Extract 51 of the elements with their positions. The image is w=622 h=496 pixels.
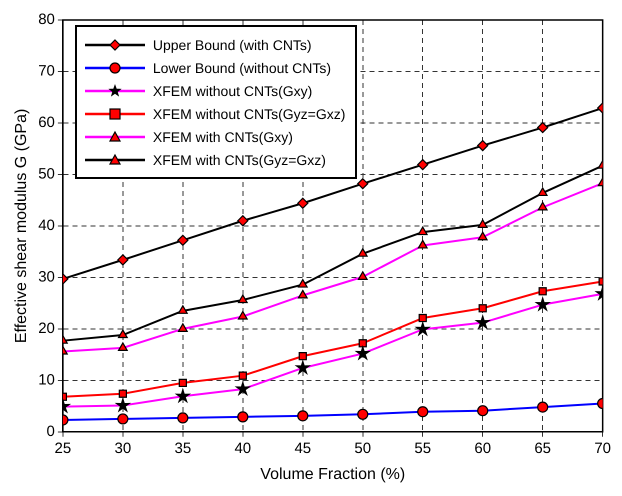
y-tick-label: 80 [38,11,55,28]
point [117,254,128,266]
x-tick-label: 35 [174,440,192,457]
point [358,339,367,348]
x-tick-label: 60 [474,440,492,457]
x-tick-label: 30 [114,440,132,457]
point [237,215,248,226]
point [238,372,247,380]
legend-label: Lower Bound (without CNTs) [152,60,332,76]
point [297,198,308,209]
point [478,304,487,312]
x-tick-label: 40 [234,440,252,457]
x-tick-label: 50 [354,440,372,457]
legend-label: XFEM without CNTs(Gxy) [152,82,312,98]
legend-label: Upper Bound (with CNTs) [152,36,312,52]
x-tick-label: 65 [534,440,552,457]
point [358,248,368,257]
point [118,329,128,338]
point [298,278,308,288]
point [357,178,368,190]
y-tick-label: 30 [38,268,55,286]
point [298,352,307,360]
y-tick-label: 10 [38,371,55,388]
point [538,287,547,296]
legend-label: XFEM with CNTs(Gyz=Gxz) [152,152,326,168]
legend-label: XFEM without CNTs(Gyz=Gxz) [152,106,346,122]
y-tick-label: 40 [38,217,55,234]
y-axis-title: Effective shear modulus G (GPa) [13,108,30,344]
x-tick-label: 25 [54,440,72,457]
x-tick-label: 45 [294,440,312,457]
point [238,294,248,304]
point [178,378,187,388]
point [118,390,127,398]
point [178,305,188,314]
legend-label: XFEM with CNTs(Gxy) [152,128,293,144]
y-tick-label: 70 [38,62,55,80]
point [478,219,488,228]
point [418,314,427,322]
point [418,226,428,236]
point [537,122,548,134]
x-axis-title: Volume Fraction (%) [260,466,406,483]
y-tick-label: 20 [38,320,55,337]
x-tick-label: 70 [594,440,611,457]
point [477,140,488,152]
point [417,159,428,170]
y-tick-label: 60 [38,114,55,132]
point [177,234,188,246]
x-tick-label: 55 [414,440,432,457]
y-tick-label: 50 [38,166,55,183]
y-tick-label: 0 [46,422,55,440]
point [538,187,548,196]
